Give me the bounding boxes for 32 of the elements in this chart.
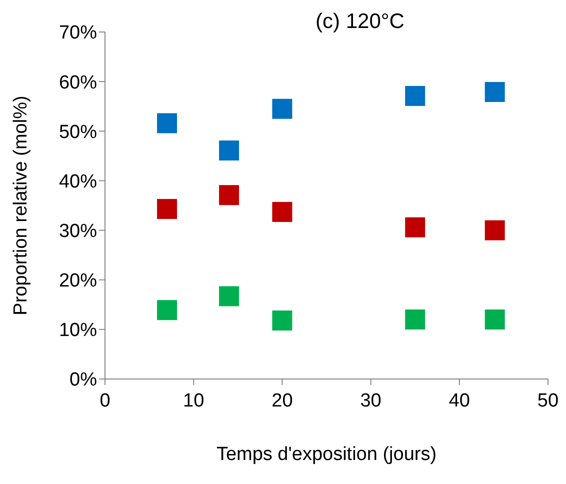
point — [157, 198, 178, 219]
x-tick-label: 30 — [360, 390, 382, 412]
x-axis-title: Temps d'exposition (jours) — [216, 444, 437, 465]
y-tick-label: 50% — [58, 122, 98, 143]
point — [405, 217, 426, 238]
point — [484, 82, 505, 102]
x-tick-label: 50 — [537, 390, 559, 412]
y-axis-title: Proportion relative (mol%) — [10, 96, 32, 316]
point — [405, 86, 426, 106]
x-tick-label: 0 — [100, 390, 110, 412]
point — [272, 310, 292, 331]
point — [484, 220, 505, 240]
y-tick-label: 40% — [58, 171, 98, 192]
x-tick-label: 40 — [448, 390, 470, 412]
point — [484, 310, 505, 330]
point — [219, 140, 240, 160]
y-tick-label: 0% — [70, 370, 98, 391]
chart-title: (c) 120°C — [314, 10, 406, 34]
point — [219, 286, 240, 306]
point — [272, 202, 292, 222]
point — [157, 113, 178, 134]
y-tick-label: 30% — [58, 221, 98, 242]
y-tick-label: 60% — [58, 72, 98, 94]
point — [272, 98, 292, 119]
x-tick-label: 20 — [272, 390, 293, 412]
x-tick-label: 10 — [183, 390, 204, 412]
y-tick-label: 10% — [58, 320, 98, 342]
y-tick-label: 20% — [58, 270, 98, 292]
y-tick-label: 70% — [58, 22, 98, 44]
point — [405, 310, 426, 330]
point — [157, 300, 178, 320]
point — [219, 185, 240, 206]
